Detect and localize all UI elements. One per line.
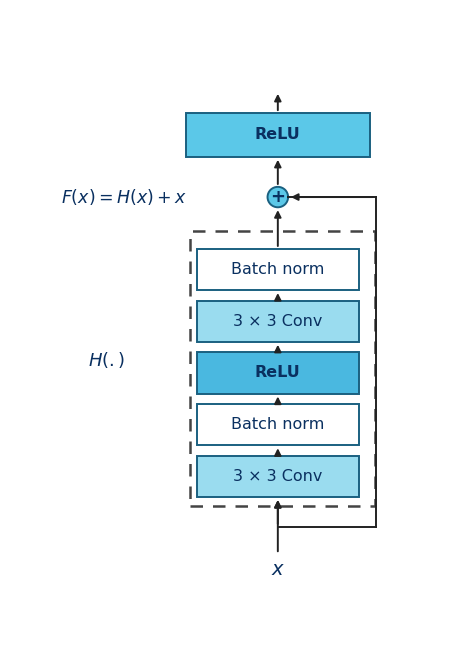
FancyBboxPatch shape <box>197 249 359 290</box>
FancyBboxPatch shape <box>197 456 359 497</box>
Text: Batch norm: Batch norm <box>231 262 325 277</box>
Text: $x$: $x$ <box>271 560 285 579</box>
Text: ReLU: ReLU <box>255 366 301 380</box>
FancyBboxPatch shape <box>197 300 359 342</box>
Text: ReLU: ReLU <box>255 128 301 142</box>
Bar <box>190 230 375 506</box>
FancyBboxPatch shape <box>186 113 370 157</box>
Text: 3 × 3 Conv: 3 × 3 Conv <box>233 314 322 329</box>
Text: 3 × 3 Conv: 3 × 3 Conv <box>233 469 322 484</box>
Ellipse shape <box>267 187 288 207</box>
Text: +: + <box>270 188 285 206</box>
FancyBboxPatch shape <box>197 352 359 394</box>
Text: $H(.)$: $H(.)$ <box>88 350 126 370</box>
Text: $F(x) = H(x) +x$: $F(x) = H(x) +x$ <box>61 187 187 207</box>
Text: Batch norm: Batch norm <box>231 417 325 432</box>
FancyBboxPatch shape <box>197 404 359 446</box>
